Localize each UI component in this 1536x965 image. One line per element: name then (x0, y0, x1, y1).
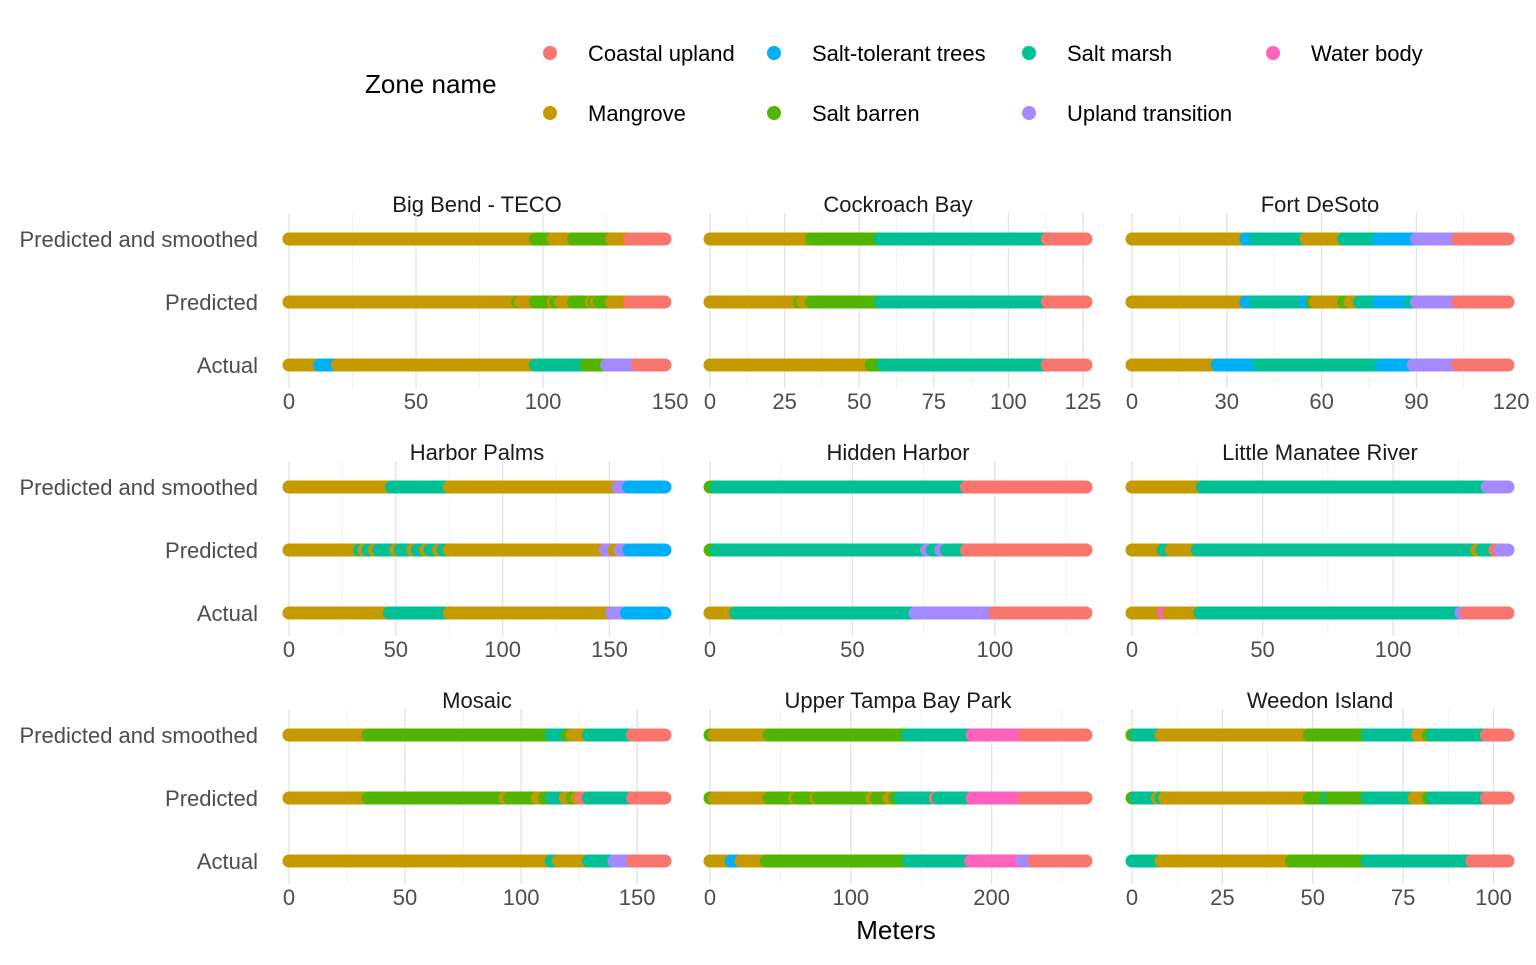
panel-upper-tampa-bay-park: Upper Tampa Bay Park 0 100 200 (703, 688, 1093, 910)
x-tick-label: 90 (1404, 389, 1428, 414)
legend-item-salt-tolerant-trees: Salt-tolerant trees (767, 41, 986, 66)
x-tick-label: 100 (832, 885, 869, 910)
panel-hidden-harbor: Hidden Harbor 0 50 100 (703, 440, 1093, 662)
panel-title: Little Manatee River (1222, 440, 1418, 465)
x-tick-label: 0 (283, 637, 295, 662)
x-tick-label: 120 (1493, 389, 1530, 414)
panel-title: Mosaic (442, 688, 512, 713)
row-label: Predicted and smoothed (20, 227, 259, 252)
x-tick-label: 150 (591, 637, 628, 662)
legend-key-salt-barren (767, 106, 781, 120)
legend-label: Coastal upland (588, 41, 735, 66)
panel-title: Upper Tampa Bay Park (784, 688, 1012, 713)
row-label: Predicted and smoothed (20, 723, 259, 748)
x-tick-label: 30 (1215, 389, 1239, 414)
x-tick-label: 150 (619, 885, 656, 910)
legend-label: Upland transition (1067, 101, 1232, 126)
panel-big-bend-teco: Big Bend - TECO 0 50 100 150 Predicted and sm… (20, 192, 689, 414)
row-label: Predicted and smoothed (20, 475, 259, 500)
panel-fort-desoto: Fort DeSoto 0 30 60 90 120 (1125, 192, 1530, 414)
x-axis-title: Meters (856, 915, 935, 945)
x-tick-label: 150 (652, 389, 689, 414)
panel-title: Fort DeSoto (1261, 192, 1380, 217)
panel-weedon-island: Weedon Island 0 25 50 75 100 (1125, 688, 1515, 910)
row-label: Predicted (165, 538, 258, 563)
x-tick-label: 25 (772, 389, 796, 414)
panel-title: Cockroach Bay (823, 192, 972, 217)
panel-harbor-palms: Harbor Palms 0 50 100 150 Predicted and smoot… (20, 440, 672, 662)
legend: Zone name Coastal upland Salt-tolerant tr… (365, 41, 1423, 126)
x-tick-label: 0 (283, 885, 295, 910)
x-tick-label: 200 (973, 885, 1010, 910)
panel-title: Big Bend - TECO (392, 192, 562, 217)
legend-key-salt-tolerant-trees (767, 46, 781, 60)
legend-title: Zone name (365, 69, 497, 99)
legend-label: Water body (1311, 41, 1423, 66)
row-label: Predicted (165, 786, 258, 811)
panel-mosaic: Mosaic 0 50 100 150 Predicted and smoothed Pre… (20, 688, 672, 910)
legend-label: Salt marsh (1067, 41, 1172, 66)
x-tick-label: 0 (1126, 637, 1138, 662)
x-tick-label: 75 (922, 389, 946, 414)
legend-label: Mangrove (588, 101, 686, 126)
legend-item-mangrove: Mangrove (543, 101, 686, 126)
panel-title: Hidden Harbor (826, 440, 969, 465)
x-tick-label: 100 (525, 389, 562, 414)
x-tick-label: 50 (384, 637, 408, 662)
legend-key-upland-transition (1022, 106, 1036, 120)
x-tick-label: 25 (1210, 885, 1234, 910)
panel-cockroach-bay: Cockroach Bay 0 25 50 75 100 125 (703, 192, 1102, 414)
x-tick-label: 0 (1126, 389, 1138, 414)
panel-little-manatee-river: Little Manatee River 0 50 100 (1125, 440, 1515, 662)
panels: Big Bend - TECO 0 50 100 150 Predicted and sm… (20, 192, 1530, 910)
legend-key-water-body (1266, 46, 1280, 60)
legend-item-salt-barren: Salt barren (767, 101, 920, 126)
panel-title: Harbor Palms (410, 440, 544, 465)
x-tick-label: 0 (704, 389, 716, 414)
x-tick-label: 0 (1126, 885, 1138, 910)
x-tick-label: 0 (704, 637, 716, 662)
legend-label: Salt-tolerant trees (812, 41, 986, 66)
x-tick-label: 50 (847, 389, 871, 414)
x-tick-label: 100 (503, 885, 540, 910)
legend-key-coastal-upland (543, 46, 557, 60)
x-tick-label: 50 (1301, 885, 1325, 910)
legend-item-coastal-upland: Coastal upland (543, 41, 735, 66)
row-label: Actual (197, 849, 258, 874)
x-tick-label: 60 (1309, 389, 1333, 414)
x-tick-label: 100 (1475, 885, 1512, 910)
x-tick-label: 75 (1391, 885, 1415, 910)
legend-label: Salt barren (812, 101, 920, 126)
panel-title: Weedon Island (1247, 688, 1393, 713)
legend-key-salt-marsh (1022, 46, 1036, 60)
legend-item-salt-marsh: Salt marsh (1022, 41, 1172, 66)
x-tick-label: 100 (484, 637, 521, 662)
x-tick-label: 50 (393, 885, 417, 910)
x-tick-label: 50 (404, 389, 428, 414)
x-tick-label: 0 (283, 389, 295, 414)
row-label: Actual (197, 353, 258, 378)
x-tick-label: 0 (704, 885, 716, 910)
x-tick-label: 50 (840, 637, 864, 662)
legend-item-water-body: Water body (1266, 41, 1423, 66)
row-label: Predicted (165, 290, 258, 315)
legend-key-mangrove (543, 106, 557, 120)
x-tick-label: 100 (976, 637, 1013, 662)
x-tick-label: 50 (1250, 637, 1274, 662)
x-tick-label: 100 (1375, 637, 1412, 662)
legend-item-upland-transition: Upland transition (1022, 101, 1232, 126)
x-tick-label: 125 (1065, 389, 1102, 414)
row-label: Actual (197, 601, 258, 626)
x-tick-label: 100 (990, 389, 1027, 414)
